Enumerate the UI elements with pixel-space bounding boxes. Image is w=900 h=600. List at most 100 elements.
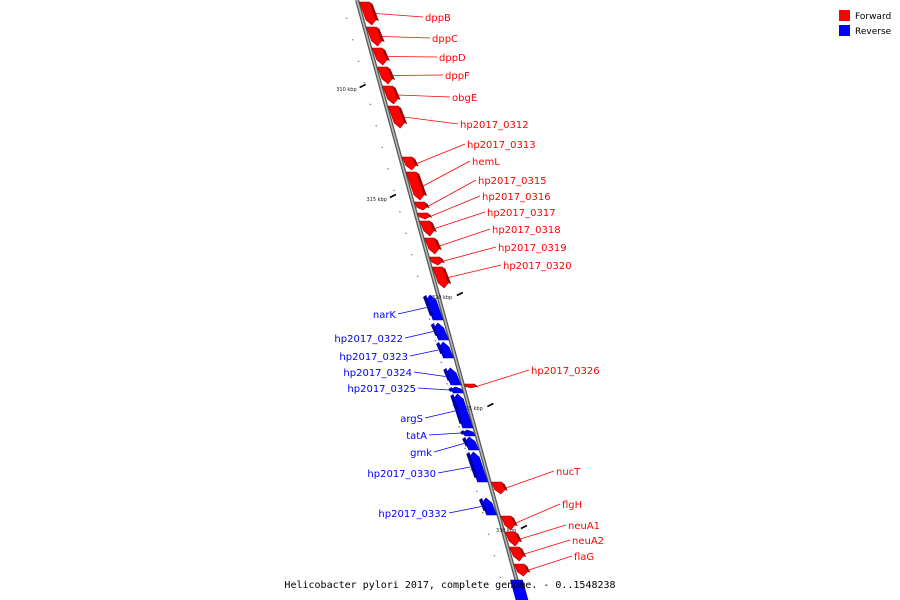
gene-leader-line — [515, 503, 561, 524]
gene-label[interactable]: hp2017_0320 — [503, 261, 572, 272]
gene-leader-line — [382, 36, 431, 39]
gene-arrow[interactable] — [429, 256, 443, 266]
gene-nark[interactable] — [423, 294, 444, 321]
gene-label[interactable]: hp2017_0317 — [487, 208, 556, 219]
gene-label[interactable]: dppF — [445, 71, 470, 82]
gene-label[interactable]: hp2017_0326 — [531, 366, 600, 377]
genome-backbone — [355, 0, 524, 600]
gene-label[interactable]: dppC — [432, 34, 458, 45]
gene-hp2017-0326[interactable] — [464, 383, 479, 389]
gene-flag[interactable] — [513, 563, 531, 577]
gene-hp2017-0312[interactable] — [387, 105, 408, 129]
gene-dppc[interactable] — [365, 26, 385, 47]
gene-hp2017-0324[interactable] — [443, 367, 462, 386]
gene-hp2017-0318[interactable] — [424, 237, 442, 255]
gene-flgh[interactable] — [500, 515, 518, 531]
gene-label[interactable]: hp2017_0318 — [492, 225, 561, 236]
gene-hp2017-0325[interactable] — [448, 386, 464, 394]
gene-arrow[interactable] — [504, 531, 520, 547]
gene-leader-line — [520, 524, 567, 540]
gene-hp2017-0315[interactable] — [414, 201, 430, 211]
gene-arrow[interactable] — [462, 429, 476, 437]
gene-label[interactable]: hp2017_0323 — [339, 352, 408, 363]
gene-arrow[interactable] — [431, 266, 449, 289]
gene-hp2017-0332[interactable] — [478, 497, 498, 516]
gene-arrow[interactable] — [419, 220, 435, 237]
gene-label[interactable]: argS — [400, 414, 423, 425]
gene-label[interactable]: flaG — [574, 552, 594, 563]
gene-label[interactable]: hp2017_0324 — [343, 368, 412, 379]
gene-arrow[interactable] — [417, 212, 430, 220]
gene-hp2017-0322[interactable] — [430, 322, 449, 341]
gene-arrow[interactable] — [508, 546, 524, 562]
gene-leader-line — [439, 228, 491, 247]
gene-label[interactable]: nucT — [556, 467, 581, 478]
gene-label[interactable]: hp2017_0316 — [482, 192, 551, 203]
gene-obge[interactable] — [382, 85, 401, 105]
gene-arrow[interactable] — [365, 26, 382, 47]
gene-arrow[interactable] — [414, 201, 428, 211]
gene-partial-bottom[interactable] — [510, 579, 529, 600]
gene-arrow[interactable] — [510, 579, 529, 600]
gene-label[interactable]: neuA1 — [568, 521, 600, 532]
gene-hp2017-0323[interactable] — [436, 341, 454, 359]
gene-dppb[interactable] — [359, 1, 379, 26]
gene-label[interactable]: hp2017_0319 — [498, 243, 567, 254]
gene-dppd[interactable] — [371, 47, 390, 66]
gene-neua1[interactable] — [504, 531, 523, 547]
gene-label[interactable]: obgE — [452, 93, 477, 104]
gene-shade — [382, 48, 390, 61]
gene-dppf[interactable] — [376, 66, 396, 85]
gene-label[interactable]: hemL — [472, 157, 500, 168]
gene-neua2[interactable] — [508, 546, 527, 562]
gene-leader-line — [375, 13, 424, 18]
gene-label[interactable]: hp2017_0330 — [367, 469, 436, 480]
gene-hp2017-0319[interactable] — [429, 256, 445, 266]
gene-label[interactable]: narK — [373, 310, 397, 321]
gene-leader-line — [392, 74, 444, 76]
gene-label[interactable]: flgH — [562, 500, 582, 511]
gene-args[interactable] — [450, 393, 474, 429]
gene-arrow[interactable] — [387, 105, 405, 129]
gene-label[interactable]: dppB — [425, 13, 451, 24]
gene-arrow[interactable] — [424, 237, 440, 255]
gene-label[interactable]: hp2017_0315 — [478, 176, 547, 187]
gene-hp2017-0330[interactable] — [466, 451, 488, 483]
gene-hp2017-0317[interactable] — [419, 220, 437, 237]
gene-nuct[interactable] — [491, 481, 508, 495]
minor-tick — [458, 426, 460, 428]
gene-arrow[interactable] — [464, 383, 477, 389]
gene-label[interactable]: hp2017_0332 — [378, 509, 447, 520]
minor-tick — [475, 490, 478, 493]
gene-arrow[interactable] — [359, 1, 377, 26]
kbp-tick-label: 315 kbp — [367, 197, 387, 203]
gene-arrow[interactable] — [401, 156, 417, 171]
gene-leader-line — [404, 116, 459, 125]
gene-hp2017-0313[interactable] — [401, 156, 419, 171]
gene-label[interactable]: tatA — [406, 431, 427, 442]
gene-label[interactable]: dppD — [439, 53, 466, 64]
gene-arrow[interactable] — [500, 515, 516, 531]
gene-hp2017-0320[interactable] — [431, 266, 452, 289]
gene-arrow[interactable] — [405, 171, 425, 201]
gene-arrow[interactable] — [451, 386, 464, 394]
gene-arrow[interactable] — [382, 85, 398, 105]
gene-hp2017-0316[interactable] — [417, 212, 433, 220]
gene-gmk[interactable] — [462, 436, 480, 451]
gene-arrow[interactable] — [371, 47, 388, 66]
gene-label[interactable]: hp2017_0313 — [467, 140, 536, 151]
gene-label[interactable]: hp2017_0322 — [334, 334, 403, 345]
minor-tick — [416, 275, 419, 278]
gene-arrow[interactable] — [513, 563, 528, 577]
gene-tata[interactable] — [460, 429, 476, 437]
gene-arrow[interactable] — [491, 481, 506, 495]
gene-arrow[interactable] — [376, 66, 393, 85]
gene-label[interactable]: hp2017_0312 — [460, 120, 529, 131]
gene-heml[interactable] — [405, 171, 427, 201]
gene-label[interactable]: neuA2 — [572, 536, 604, 547]
gene-shade — [434, 238, 442, 250]
gene-label[interactable]: gmk — [410, 448, 432, 459]
gene-leader-line — [428, 179, 477, 207]
gene-label[interactable]: hp2017_0325 — [347, 384, 416, 395]
legend: Forward Reverse — [839, 10, 892, 37]
